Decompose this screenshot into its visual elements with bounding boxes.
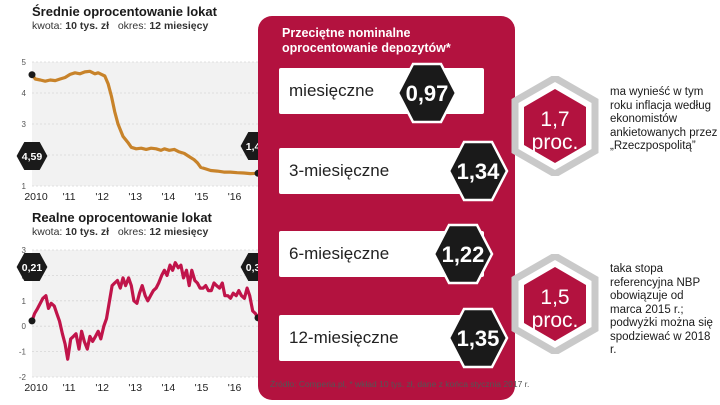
start-dot bbox=[28, 71, 36, 79]
value-hexagon-3m: 1,34 bbox=[447, 140, 509, 202]
start-value-label: 4,59 bbox=[22, 151, 43, 163]
badge-unit: proc. bbox=[532, 131, 579, 154]
rate-row-label: miesięczne bbox=[289, 81, 375, 100]
inflation-note: ma wynieść w tym roku inflacja według ek… bbox=[610, 86, 718, 152]
x-tick-label: '13 bbox=[128, 382, 142, 394]
source-note: Źródło: Comperia.pl, * wkład 10 tys. zł,… bbox=[270, 379, 530, 389]
series-line bbox=[30, 261, 260, 361]
deposit-rates-panel: Przeciętne nominalne oprocentowanie depo… bbox=[258, 16, 515, 400]
y-tick-label: 4 bbox=[22, 89, 27, 98]
value-label: 1,22 bbox=[442, 242, 485, 267]
y-tick-label: -2 bbox=[19, 373, 27, 382]
rate-row-label: 12-miesięczne bbox=[289, 328, 399, 347]
value-label: 0,97 bbox=[406, 81, 449, 106]
y-tick-label: 3 bbox=[22, 246, 27, 255]
x-tick-label: '16 bbox=[228, 191, 242, 203]
x-tick-label: '11 bbox=[63, 191, 76, 203]
x-tick-label: '13 bbox=[128, 191, 142, 203]
badge-value: 1,5 bbox=[540, 286, 569, 309]
y-tick-label: -1 bbox=[19, 348, 27, 357]
chart1-plot: 123452010'11'12'13'14'15'164,591,41 bbox=[16, 58, 272, 203]
x-tick-label: 2010 bbox=[24, 382, 48, 394]
y-tick-label: 3 bbox=[22, 120, 27, 129]
chart2-subtitle: kwota: 10 tys. zł okres: 12 miesięcy bbox=[32, 226, 209, 238]
x-tick-label: '16 bbox=[228, 382, 242, 394]
chart1-title: Średnie oprocentowanie lokat bbox=[32, 4, 217, 19]
y-tick-label: 1 bbox=[22, 297, 27, 306]
rate-row-label: 6-miesięczne bbox=[289, 244, 390, 263]
reference-rate-note: taka stopa referencyjna NBP obowiązuje o… bbox=[610, 263, 713, 356]
start-value-label: 0,21 bbox=[22, 262, 43, 274]
value-label: 1,35 bbox=[457, 326, 500, 351]
start-dot bbox=[28, 317, 36, 325]
x-tick-label: 2010 bbox=[24, 191, 48, 203]
value-hexagon-6m: 1,22 bbox=[432, 223, 494, 285]
x-tick-label: '15 bbox=[195, 191, 209, 203]
x-tick-label: '12 bbox=[95, 191, 109, 203]
panel-title: Przeciętne nominalne oprocentowanie depo… bbox=[282, 26, 451, 55]
x-tick-label: '14 bbox=[162, 382, 176, 394]
x-tick-label: '11 bbox=[63, 382, 76, 394]
start-value-label-hexagon bbox=[16, 253, 48, 281]
badge-value: 1,7 bbox=[540, 108, 569, 131]
chart2-plot: -2-101232010'11'12'13'14'15'160,210,33 bbox=[16, 246, 272, 394]
x-tick-label: '12 bbox=[95, 382, 109, 394]
badge-unit: proc. bbox=[532, 309, 579, 332]
x-tick-label: '15 bbox=[195, 382, 209, 394]
rate-row-label: 3-miesięczne bbox=[289, 161, 390, 180]
x-tick-label: '14 bbox=[162, 191, 176, 203]
start-value-label-hexagon bbox=[16, 142, 48, 170]
value-label: 1,34 bbox=[457, 159, 501, 184]
series-line bbox=[30, 69, 259, 176]
value-hexagon-12m: 1,35 bbox=[447, 307, 509, 369]
y-tick-label: 1 bbox=[22, 182, 27, 191]
chart2-title: Realne oprocentowanie lokat bbox=[32, 210, 212, 225]
y-tick-label: 0 bbox=[22, 322, 27, 331]
y-tick-label: 5 bbox=[22, 58, 27, 67]
chart1-subtitle: kwota: 10 tys. zł okres: 12 miesięcy bbox=[32, 20, 209, 32]
inflation-badge: 1,7 proc. bbox=[511, 76, 599, 176]
reference-rate-badge: 1,5 proc. bbox=[511, 254, 599, 354]
value-hexagon-1m: 0,97 bbox=[396, 62, 458, 124]
